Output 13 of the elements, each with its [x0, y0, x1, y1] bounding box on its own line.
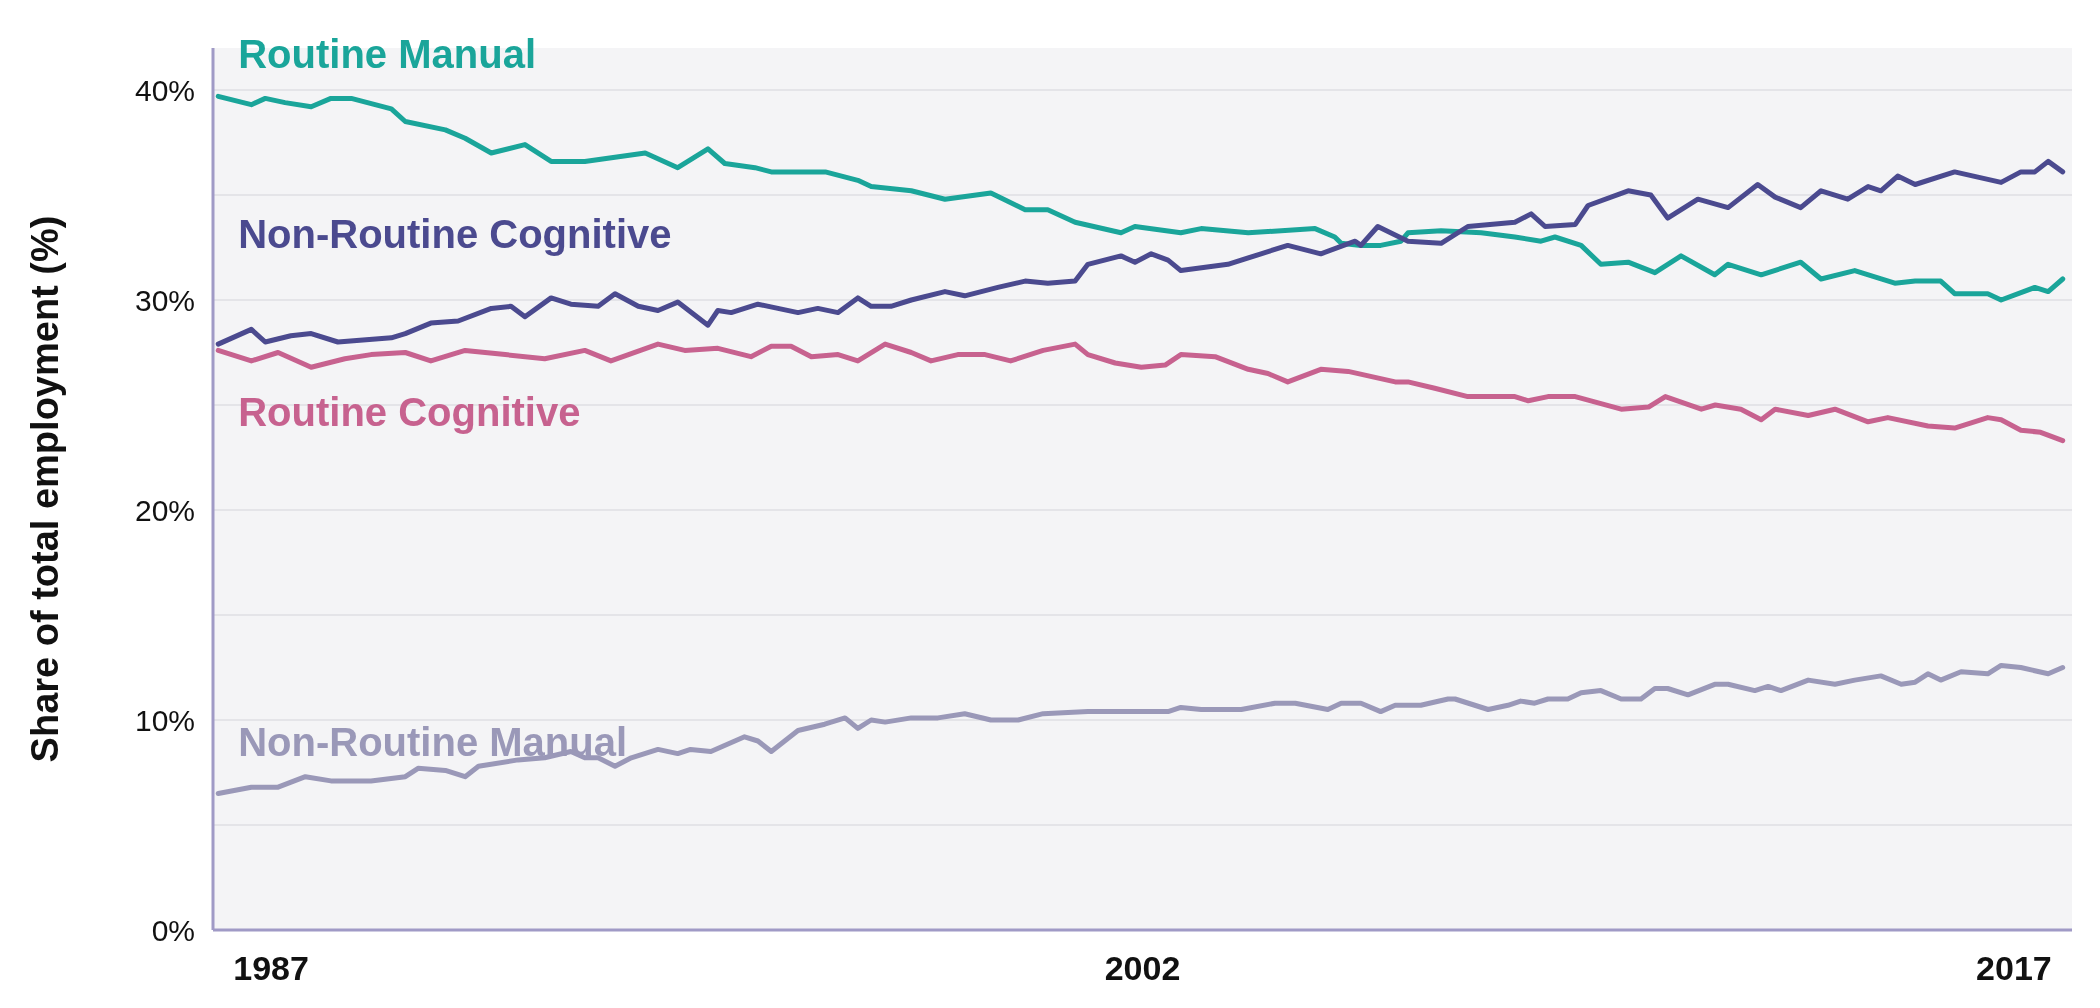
x-tick-label: 1987	[233, 949, 309, 987]
x-tick-label: 2017	[1976, 949, 2052, 987]
series-label: Non-Routine Manual	[238, 719, 628, 764]
y-tick-label: 0%	[151, 913, 195, 947]
y-tick-label: 40%	[134, 73, 195, 107]
y-tick-label: 20%	[134, 493, 195, 527]
y-tick-label: 10%	[134, 703, 195, 737]
y-tick-label: 30%	[134, 283, 195, 317]
x-tick-label: 2002	[1104, 949, 1181, 987]
series-label: Non-Routine Cognitive	[238, 212, 672, 257]
y-axis-title: Share of total employment (%)	[24, 215, 66, 763]
series-label: Routine Cognitive	[238, 390, 581, 435]
series-label: Routine Manual	[238, 32, 537, 77]
